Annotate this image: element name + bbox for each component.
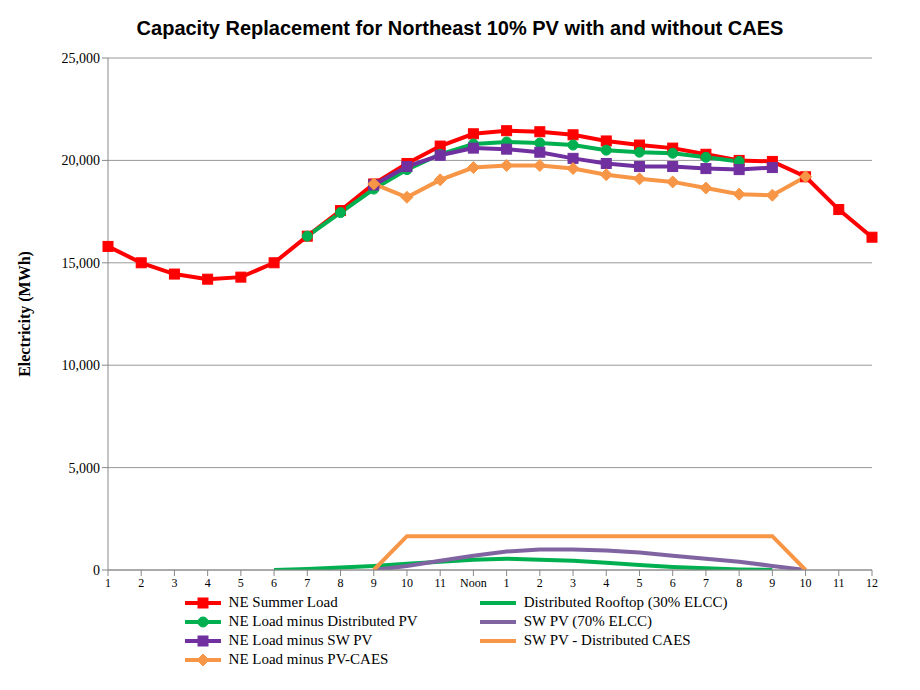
svg-text:10: 10: [401, 576, 413, 590]
html-text:NE Load minus PV-CAES: NE Load minus PV-CAES: [228, 651, 389, 667]
html-text:NE Load minus SW PV: NE Load minus SW PV: [228, 632, 373, 648]
svg-text:4: 4: [603, 576, 609, 590]
svg-text:1: 1: [504, 576, 510, 590]
svg-text:6: 6: [670, 576, 676, 590]
svg-text:0: 0: [93, 563, 100, 578]
html-text:SW PV - Distributed CAES: SW PV - Distributed CAES: [523, 632, 691, 648]
html-text:NE Summer Load: NE Summer Load: [228, 594, 338, 610]
svg-text:1: 1: [105, 576, 111, 590]
svg-text:11: 11: [434, 576, 446, 590]
svg-text:15,000: 15,000: [62, 256, 101, 271]
svg-text:2: 2: [537, 576, 543, 590]
svg-text:5: 5: [636, 576, 642, 590]
svg-text:5,000: 5,000: [69, 461, 101, 476]
svg-text:Electricity (MWh): Electricity (MWh): [16, 251, 34, 377]
svg-text:7: 7: [304, 576, 310, 590]
svg-text:4: 4: [205, 576, 211, 590]
html-text:Capacity Replacement for North: Capacity Replacement for Northeast 10% P…: [136, 17, 784, 39]
svg-text:3: 3: [570, 576, 576, 590]
svg-text:8: 8: [736, 576, 742, 590]
svg-text:10: 10: [800, 576, 812, 590]
svg-text:9: 9: [371, 576, 377, 590]
svg-text:5: 5: [238, 576, 244, 590]
svg-text:11: 11: [833, 576, 845, 590]
svg-text:25,000: 25,000: [62, 51, 101, 66]
svg-text:12: 12: [866, 576, 878, 590]
svg-text:2: 2: [138, 576, 144, 590]
svg-text:20,000: 20,000: [62, 153, 101, 168]
svg-text:10,000: 10,000: [62, 358, 101, 373]
html-text:Distributed Rooftop (30% ELCC): Distributed Rooftop (30% ELCC): [523, 594, 728, 610]
svg-text:8: 8: [338, 576, 344, 590]
html-text:NE Load minus Distributed PV: NE Load minus Distributed PV: [228, 613, 418, 629]
svg-text:7: 7: [703, 576, 709, 590]
svg-text:9: 9: [769, 576, 775, 590]
html-text:SW PV (70% ELCC): SW PV (70% ELCC): [523, 613, 652, 629]
svg-text:Noon: Noon: [460, 576, 487, 590]
svg-text:3: 3: [171, 576, 177, 590]
svg-text:6: 6: [271, 576, 277, 590]
